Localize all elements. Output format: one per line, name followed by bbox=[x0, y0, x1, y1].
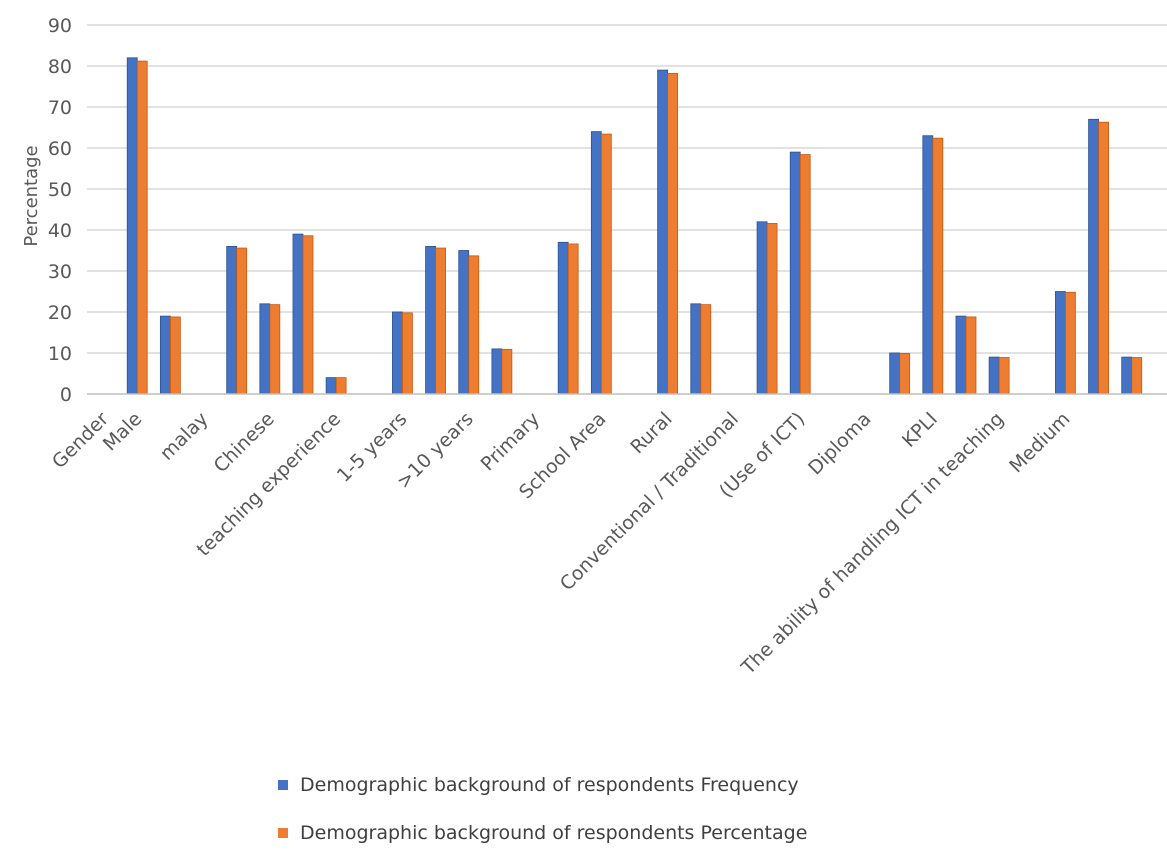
bar-percentage bbox=[468, 255, 480, 395]
y-tick-label: 40 bbox=[48, 220, 72, 242]
x-tick-label: Chinese bbox=[210, 408, 279, 477]
bar-frequency bbox=[955, 315, 967, 395]
x-tick-label: Primary bbox=[477, 408, 544, 475]
y-tick-label: 60 bbox=[48, 138, 72, 160]
bar-percentage bbox=[1065, 291, 1076, 395]
y-tick-label: 70 bbox=[48, 97, 72, 119]
bar-percentage bbox=[169, 316, 181, 395]
bar-frequency bbox=[1121, 356, 1133, 395]
bar-frequency bbox=[292, 233, 304, 395]
bar-percentage bbox=[567, 243, 579, 395]
bars bbox=[126, 57, 1143, 395]
y-tick-label: 30 bbox=[48, 261, 72, 283]
bar-frequency bbox=[259, 303, 271, 395]
legend-label-percentage: Demographic background of respondents Pe… bbox=[300, 822, 808, 844]
legend-swatch-frequency bbox=[278, 780, 288, 790]
legend-item-frequency: Demographic background of respondents Fr… bbox=[278, 774, 799, 796]
bar-frequency bbox=[557, 241, 569, 395]
y-tick-label: 10 bbox=[48, 343, 72, 365]
y-axis-tick-labels: 0 10 20 30 40 50 60 70 80 90 bbox=[48, 15, 72, 406]
x-tick-label: Male bbox=[99, 408, 146, 455]
legend-item-percentage: Demographic background of respondents Pe… bbox=[278, 822, 807, 844]
legend-swatch-percentage bbox=[278, 828, 288, 838]
bar-frequency bbox=[1055, 291, 1066, 395]
bar-percentage bbox=[1131, 357, 1143, 395]
bar-percentage bbox=[335, 377, 347, 395]
bar-frequency bbox=[159, 315, 171, 395]
bar-frequency bbox=[458, 250, 470, 395]
bar-frequency bbox=[657, 69, 669, 395]
legend-label-frequency: Demographic background of respondents Fr… bbox=[300, 774, 799, 796]
bar-frequency bbox=[590, 131, 602, 395]
bar-percentage bbox=[136, 60, 148, 395]
bar-percentage bbox=[965, 316, 977, 395]
bar-percentage bbox=[302, 235, 314, 395]
bar-percentage bbox=[799, 154, 811, 395]
x-tick-label: Diploma bbox=[804, 408, 875, 479]
bar-frequency bbox=[889, 352, 901, 395]
x-tick-label: Medium bbox=[1005, 408, 1074, 477]
bar-percentage bbox=[402, 312, 413, 395]
bar-percentage bbox=[236, 247, 248, 395]
bar-percentage bbox=[766, 223, 778, 395]
bar-percentage bbox=[1098, 121, 1109, 395]
bar-percentage bbox=[435, 247, 446, 395]
bar-frequency bbox=[789, 151, 801, 395]
y-tick-label: 80 bbox=[48, 56, 72, 78]
y-tick-label: 20 bbox=[48, 302, 72, 324]
bar-percentage bbox=[932, 137, 944, 395]
gridlines bbox=[87, 24, 1167, 354]
y-axis-label: Percentage bbox=[21, 145, 42, 246]
bar-frequency bbox=[126, 57, 138, 395]
bar-percentage bbox=[667, 72, 679, 395]
x-tick-label: KPLI bbox=[898, 408, 942, 452]
bar-percentage bbox=[501, 348, 513, 395]
bar-percentage bbox=[899, 353, 911, 395]
bar-frequency bbox=[392, 311, 403, 395]
bar-frequency bbox=[325, 377, 337, 395]
bar-frequency bbox=[756, 221, 768, 395]
bar-percentage bbox=[269, 304, 281, 395]
x-tick-label: Rural bbox=[626, 408, 676, 458]
y-tick-label: 50 bbox=[48, 179, 72, 201]
bar-frequency bbox=[922, 135, 934, 395]
bar-frequency bbox=[491, 348, 503, 395]
bar-percentage bbox=[600, 133, 612, 395]
bar-frequency bbox=[988, 356, 1000, 395]
bar-frequency bbox=[690, 303, 702, 395]
x-tick-label: malay bbox=[156, 408, 213, 465]
bar-frequency bbox=[1088, 118, 1099, 395]
bar-percentage bbox=[700, 304, 712, 395]
bar-percentage bbox=[998, 357, 1010, 395]
y-tick-label: 0 bbox=[60, 384, 72, 406]
bar-frequency bbox=[226, 245, 238, 395]
y-tick-label: 90 bbox=[48, 15, 72, 37]
bar-frequency bbox=[425, 245, 436, 395]
